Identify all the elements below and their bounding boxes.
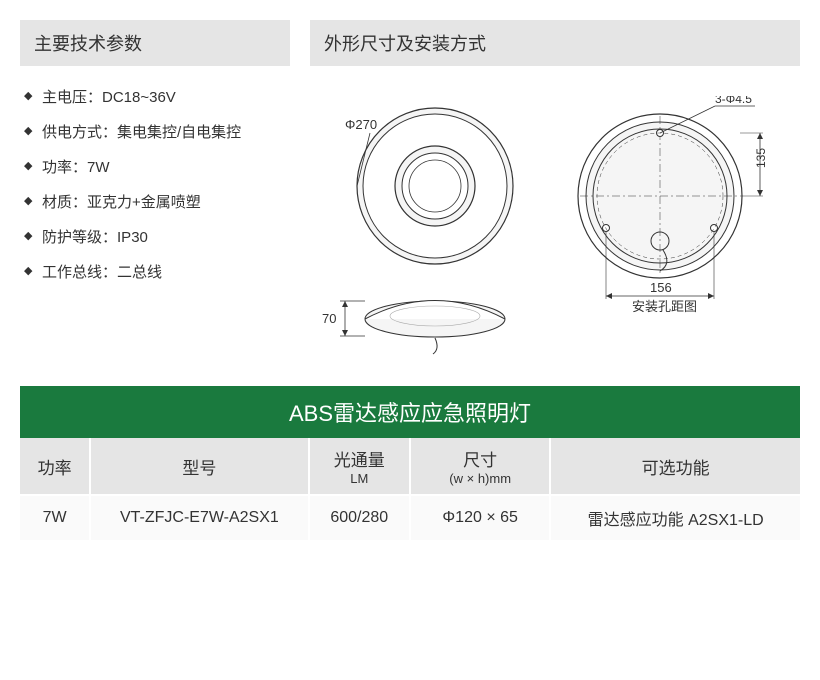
col-model: 型号 xyxy=(90,438,308,495)
mounting-diagram: 3-Φ4.5 135 156 安装孔距图 xyxy=(560,96,780,356)
cell-feature: 雷达感应功能 A2SX1-LD xyxy=(550,495,800,540)
col-size: 尺寸(w × h)mm xyxy=(410,438,550,495)
holes-label: 3-Φ4.5 xyxy=(715,96,752,106)
front-view-diagram: Φ270 70 xyxy=(310,96,530,356)
cell-model: VT-ZFJC-E7W-A2SX1 xyxy=(90,495,308,540)
col-lumen: 光通量LM xyxy=(309,438,410,495)
table-title: ABS雷达感应应急照明灯 xyxy=(20,386,800,438)
mounting-caption: 安装孔距图 xyxy=(632,299,697,314)
spec-item: 供电方式：集电集控/自电集控 xyxy=(24,121,290,142)
product-table: ABS雷达感应应急照明灯 功率 型号 光通量LM 尺寸(w × h)mm 可选功… xyxy=(20,386,800,540)
hole-span-label: 156 xyxy=(650,280,672,295)
spec-item: 功率：7W xyxy=(24,156,290,177)
col-feature: 可选功能 xyxy=(550,438,800,495)
spec-list: 主电压：DC18~36V 供电方式：集电集控/自电集控 功率：7W 材质：亚克力… xyxy=(20,86,290,282)
diagram-area: Φ270 70 xyxy=(310,86,800,356)
specs-header: 主要技术参数 xyxy=(20,20,290,66)
spec-item: 材质：亚克力+金属喷塑 xyxy=(24,191,290,212)
outer-diameter-label: Φ270 xyxy=(345,117,377,132)
height-label: 70 xyxy=(322,311,336,326)
cell-power: 7W xyxy=(20,495,90,540)
spec-item: 主电压：DC18~36V xyxy=(24,86,290,107)
hole-radius-label: 135 xyxy=(754,148,768,168)
spec-item: 防护等级：IP30 xyxy=(24,226,290,247)
cell-lumen: 600/280 xyxy=(309,495,410,540)
cell-size: Φ120 × 65 xyxy=(410,495,550,540)
table-row: 7W VT-ZFJC-E7W-A2SX1 600/280 Φ120 × 65 雷… xyxy=(20,495,800,540)
col-power: 功率 xyxy=(20,438,90,495)
spec-item: 工作总线：二总线 xyxy=(24,261,290,282)
dims-header: 外形尺寸及安装方式 xyxy=(310,20,800,66)
